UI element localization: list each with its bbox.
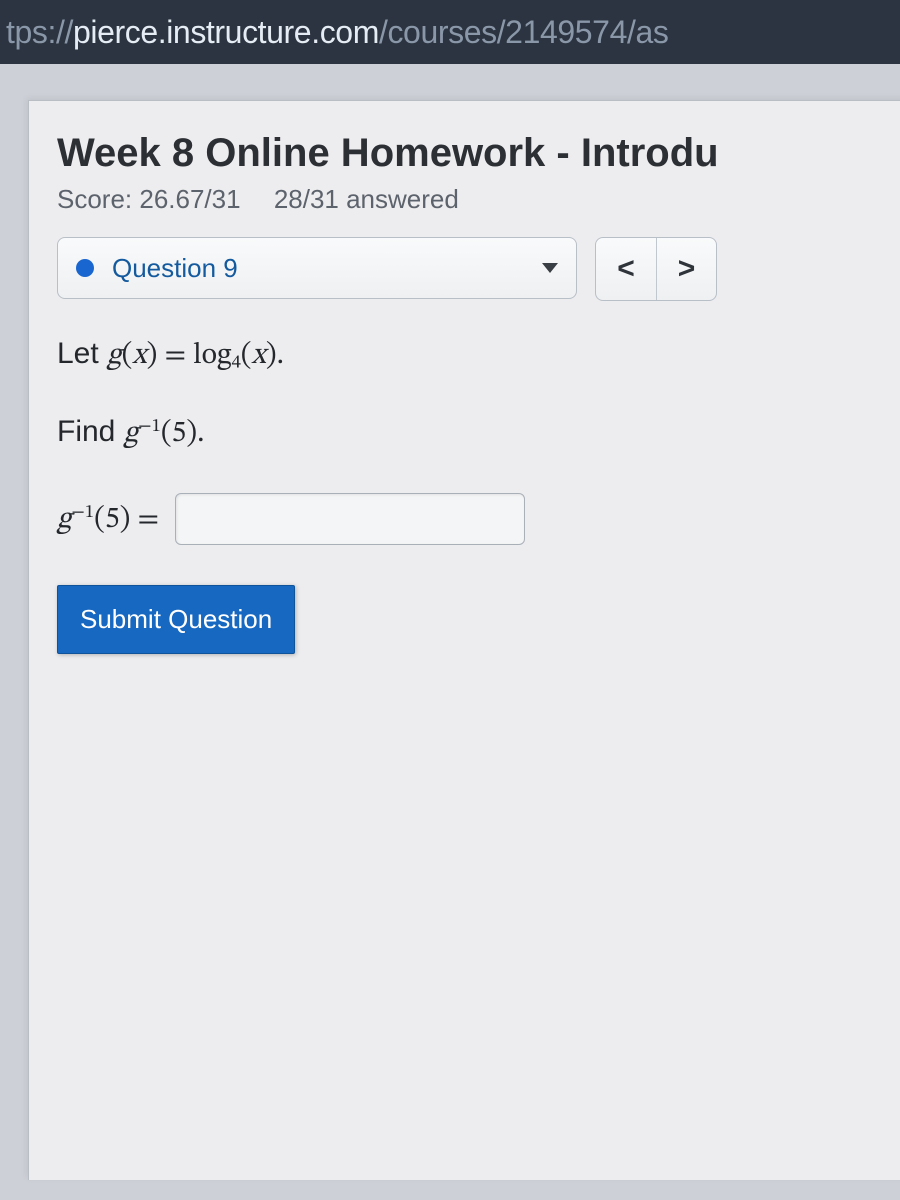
url-host: pierce.instructure.com: [73, 14, 379, 51]
chevron-left-icon: <: [617, 252, 635, 286]
question-body: Let g(x) = log4(x). Find g−1(5). g−1(5) …: [57, 331, 880, 654]
question-selector-label: Question 9: [112, 253, 238, 284]
answered-label: 28/31 answered: [274, 184, 459, 214]
url-scheme: tps://: [6, 14, 73, 51]
assignment-title: Week 8 Online Homework - Introdu: [57, 131, 880, 176]
question-line-2-math: g−1(5).: [124, 415, 205, 448]
score-label: Score: 26.67/31: [57, 184, 241, 214]
assignment-page: Week 8 Online Homework - Introdu Score: …: [28, 100, 900, 1180]
question-nav-row: Question 9 < >: [57, 237, 880, 301]
question-line-1-math: g(x) = log4(x).: [107, 337, 284, 370]
question-selector[interactable]: Question 9: [57, 237, 577, 299]
next-question-button[interactable]: >: [656, 238, 716, 300]
answer-row: g−1(5) =: [57, 493, 880, 545]
answer-input[interactable]: [175, 493, 525, 545]
url-path: /courses/2149574/as: [379, 14, 669, 51]
question-line-1: Let g(x) = log4(x).: [57, 331, 880, 379]
chevron-right-icon: >: [678, 252, 696, 286]
answer-label: g−1(5) =: [57, 495, 159, 543]
question-line-2: Find g−1(5).: [57, 409, 880, 457]
assignment-meta: Score: 26.67/31 28/31 answered: [57, 184, 880, 215]
question-nav-pair: < >: [595, 237, 717, 301]
question-status-dot: [76, 259, 94, 277]
submit-question-button[interactable]: Submit Question: [57, 585, 295, 654]
browser-url-bar[interactable]: tps:// pierce.instructure.com /courses/2…: [0, 0, 900, 64]
question-line-1-prefix: Let: [57, 337, 107, 370]
question-line-2-prefix: Find: [57, 415, 124, 448]
chevron-down-icon: [542, 263, 558, 273]
prev-question-button[interactable]: <: [596, 238, 656, 300]
